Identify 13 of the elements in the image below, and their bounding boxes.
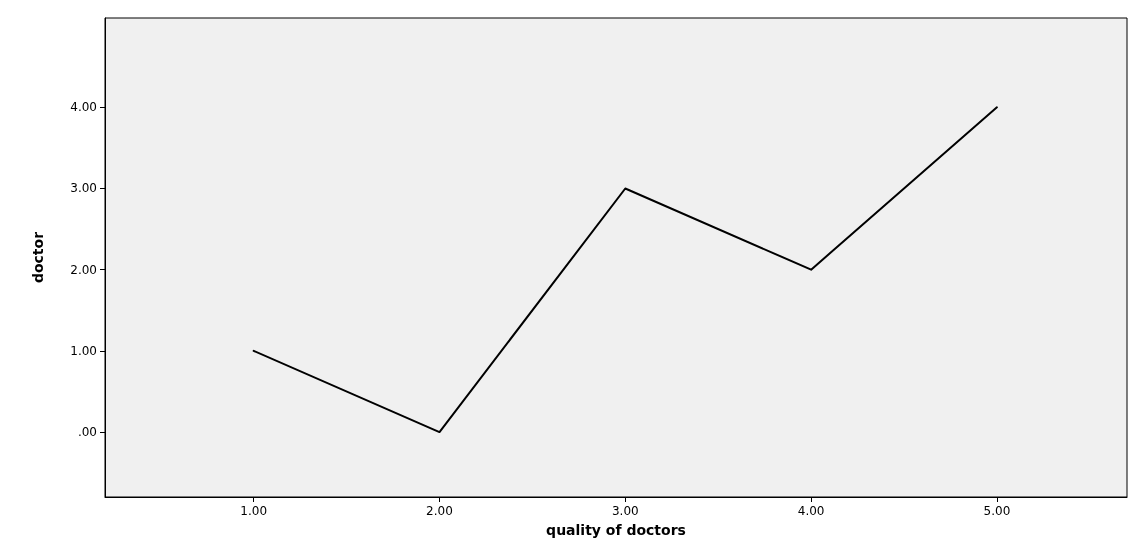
y-tick-label: 3.00 [70, 181, 97, 196]
y-tick-label: .00 [77, 425, 97, 440]
line-series [252, 106, 998, 434]
x-tick-label: 4.00 [797, 504, 825, 518]
y-tick-label: 4.00 [70, 100, 97, 115]
x-tick-label: 3.00 [611, 504, 639, 518]
x-tick-label: 2.00 [426, 504, 453, 518]
y-tick-label: 2.00 [70, 262, 97, 277]
x-tick-label: 5.00 [983, 504, 1011, 518]
y-axis-title: doctor [30, 231, 46, 284]
x-tick-label: 1.00 [240, 504, 268, 518]
x-axis-title: quality of doctors [546, 522, 686, 538]
y-tick-label: 1.00 [70, 343, 97, 358]
